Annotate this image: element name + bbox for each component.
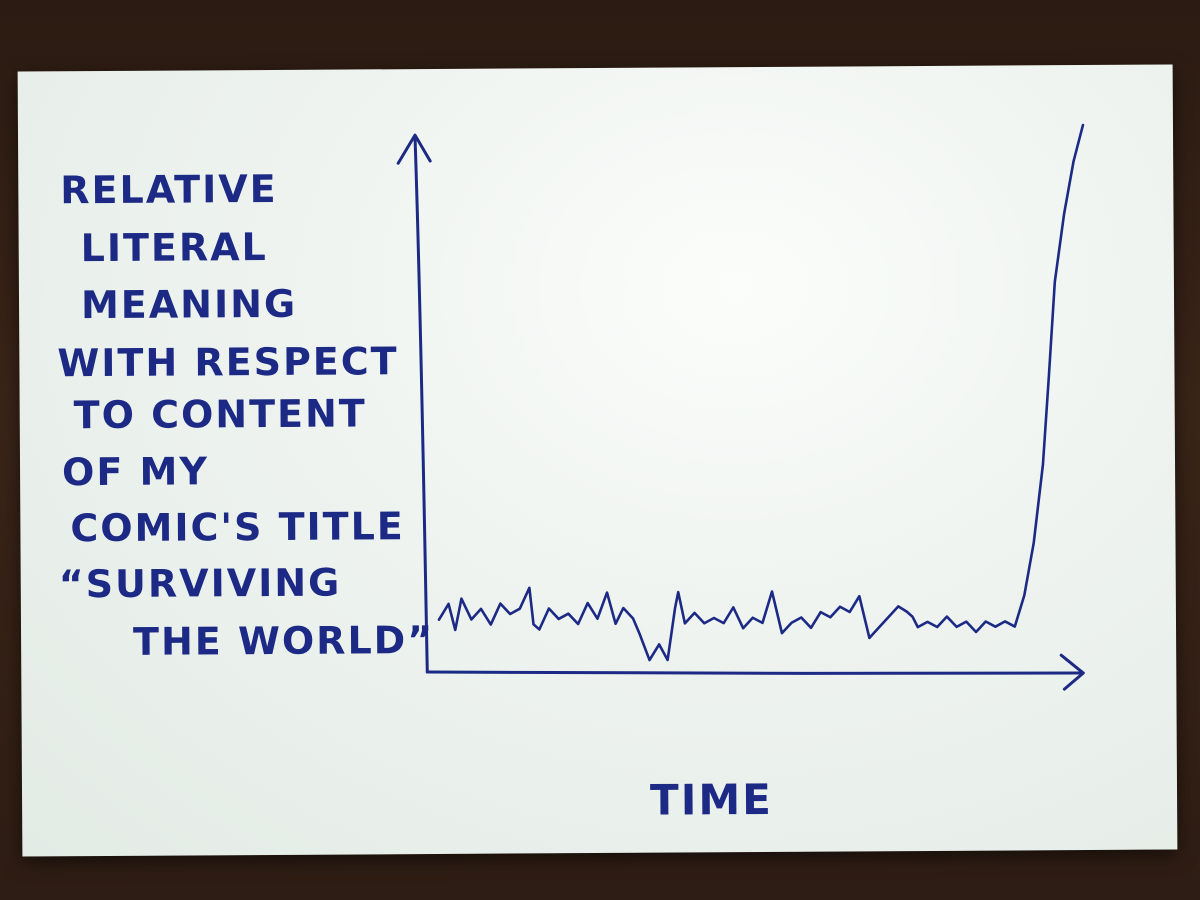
chart-svg (396, 123, 1085, 691)
y-axis-label-line: of my (61, 449, 210, 495)
y-axis-label-line: Relative (60, 166, 278, 213)
chart-axes (396, 133, 1085, 691)
y-axis-label-line: “Surviving (58, 560, 342, 607)
paper-card: Relative literal meaning with respect to… (17, 64, 1178, 857)
x-axis (425, 670, 1083, 675)
y-axis-label-line: the world” (132, 618, 435, 664)
x-axis-label: Time (649, 774, 773, 825)
x-axis-arrow (1059, 653, 1085, 691)
y-axis-label-line: meaning (80, 281, 298, 328)
y-axis-arrow (396, 133, 432, 165)
y-axis-label-line: to content (73, 391, 367, 438)
y-axis-label-line: literal (80, 225, 268, 271)
y-axis-label-line: comic's title (70, 504, 405, 551)
y-axis-label-line: with respect (57, 339, 399, 386)
series-line (437, 123, 1085, 662)
y-axis (413, 135, 429, 674)
